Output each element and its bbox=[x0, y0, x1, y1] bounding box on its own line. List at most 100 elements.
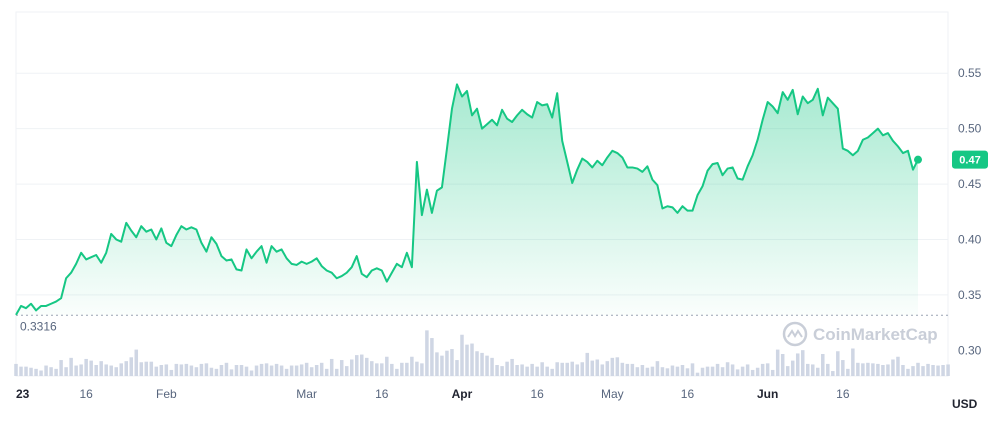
volume-bar bbox=[89, 360, 93, 376]
volume-bar bbox=[395, 368, 399, 376]
volume-bar bbox=[274, 363, 279, 376]
volume-bar bbox=[189, 365, 194, 376]
volume-bar bbox=[535, 366, 539, 376]
cmc-logo-wave bbox=[787, 329, 803, 338]
volume-bar bbox=[329, 358, 334, 376]
price-area-fill bbox=[16, 84, 918, 316]
volume-bar bbox=[109, 365, 113, 376]
volume-bar bbox=[750, 369, 755, 376]
volume-bar bbox=[214, 368, 219, 376]
volume-bar bbox=[69, 357, 73, 376]
volume-bar bbox=[324, 368, 329, 376]
volume-bar bbox=[565, 362, 569, 376]
volume-bar bbox=[720, 367, 725, 376]
volume-bar bbox=[209, 367, 214, 376]
volume-bar bbox=[339, 360, 344, 376]
volume-bar bbox=[380, 363, 384, 376]
volume-bar bbox=[84, 358, 88, 376]
volume-bar bbox=[134, 349, 139, 376]
volume-bar bbox=[921, 366, 925, 376]
y-tick-label: 0.40 bbox=[958, 232, 982, 246]
volume-bar bbox=[49, 367, 53, 376]
y-axis-ticks: 0.55 0.50 0.45 0.40 0.35 0.30 bbox=[958, 66, 982, 357]
x-tick-label: 16 bbox=[375, 387, 389, 401]
volume-bar bbox=[735, 369, 740, 376]
volume-bar bbox=[29, 367, 33, 376]
volume-bar bbox=[836, 351, 840, 376]
volume-bar bbox=[24, 366, 28, 376]
volume-bar bbox=[816, 367, 820, 376]
volume-bar bbox=[795, 353, 800, 376]
volume-bar bbox=[19, 366, 23, 376]
volume-bar bbox=[234, 365, 239, 376]
volume-bar bbox=[470, 343, 474, 376]
volume-bar bbox=[355, 355, 359, 376]
volume-bar bbox=[375, 363, 379, 376]
volume-bar bbox=[495, 365, 499, 376]
volume-bar bbox=[505, 361, 509, 376]
y-tick-label: 0.45 bbox=[958, 177, 982, 191]
x-tick-label: 16 bbox=[530, 387, 544, 401]
volume-bar bbox=[400, 362, 404, 376]
y-tick-label: 0.35 bbox=[958, 288, 982, 302]
volume-bar bbox=[390, 363, 394, 376]
price-area bbox=[16, 84, 918, 316]
volume-bar bbox=[630, 363, 635, 376]
last-price-dot[interactable] bbox=[914, 155, 922, 164]
volume-bar bbox=[309, 367, 314, 376]
volume-bar bbox=[319, 362, 324, 376]
volume-bar bbox=[831, 371, 835, 376]
volume-bar bbox=[184, 363, 189, 376]
volume-bar bbox=[790, 360, 795, 376]
volume-bar bbox=[114, 367, 118, 376]
volume-bar bbox=[745, 364, 750, 376]
x-tick-label: 16 bbox=[79, 387, 93, 401]
x-tick-label: Apr bbox=[452, 387, 473, 401]
x-tick-label: 16 bbox=[681, 387, 695, 401]
volume-bar bbox=[124, 361, 128, 376]
volume-bar bbox=[239, 365, 244, 376]
x-tick-label: Feb bbox=[156, 387, 177, 401]
volume-bar bbox=[430, 338, 434, 376]
volume-bar bbox=[700, 367, 705, 376]
volume-bar bbox=[785, 366, 790, 376]
price-line[interactable] bbox=[15, 83, 922, 316]
volume-bar bbox=[881, 365, 885, 376]
volume-bar bbox=[129, 357, 134, 376]
volume-bar bbox=[605, 361, 610, 376]
volume-bar bbox=[79, 364, 83, 376]
volume-bar bbox=[34, 368, 38, 376]
price-line-path[interactable] bbox=[15, 83, 919, 316]
volume-bar bbox=[425, 330, 429, 376]
volume-bar bbox=[465, 344, 469, 376]
volume-bar bbox=[715, 363, 720, 376]
cmc-logo-icon bbox=[782, 321, 808, 347]
volume-bar bbox=[615, 357, 620, 376]
volume-bar bbox=[74, 365, 78, 376]
volume-bar bbox=[941, 365, 945, 376]
volume-bar bbox=[520, 364, 524, 376]
volume-bar bbox=[916, 362, 920, 376]
volume-bar bbox=[755, 367, 760, 376]
volume-bar bbox=[866, 362, 870, 376]
volume-bar bbox=[304, 362, 309, 376]
volume-bar bbox=[254, 365, 259, 376]
volume-bar bbox=[420, 363, 424, 376]
volume-bar bbox=[811, 364, 815, 376]
volume-bar bbox=[936, 365, 940, 376]
volume-bar bbox=[174, 363, 179, 376]
volume-bar bbox=[455, 360, 459, 376]
volume-bar bbox=[695, 372, 700, 376]
current-price-badge: 0.47 bbox=[952, 150, 988, 169]
current-price-label: 0.47 bbox=[959, 155, 980, 167]
volume-bar bbox=[610, 357, 615, 376]
volume-bar bbox=[730, 364, 735, 376]
currency-label: USD bbox=[952, 397, 978, 411]
volume-bar bbox=[334, 368, 339, 376]
volume-bar bbox=[861, 363, 865, 376]
x-tick-label: Mar bbox=[296, 387, 317, 401]
volume-bar bbox=[485, 355, 489, 376]
volume-bar bbox=[224, 362, 229, 376]
volume-bar bbox=[410, 356, 414, 376]
